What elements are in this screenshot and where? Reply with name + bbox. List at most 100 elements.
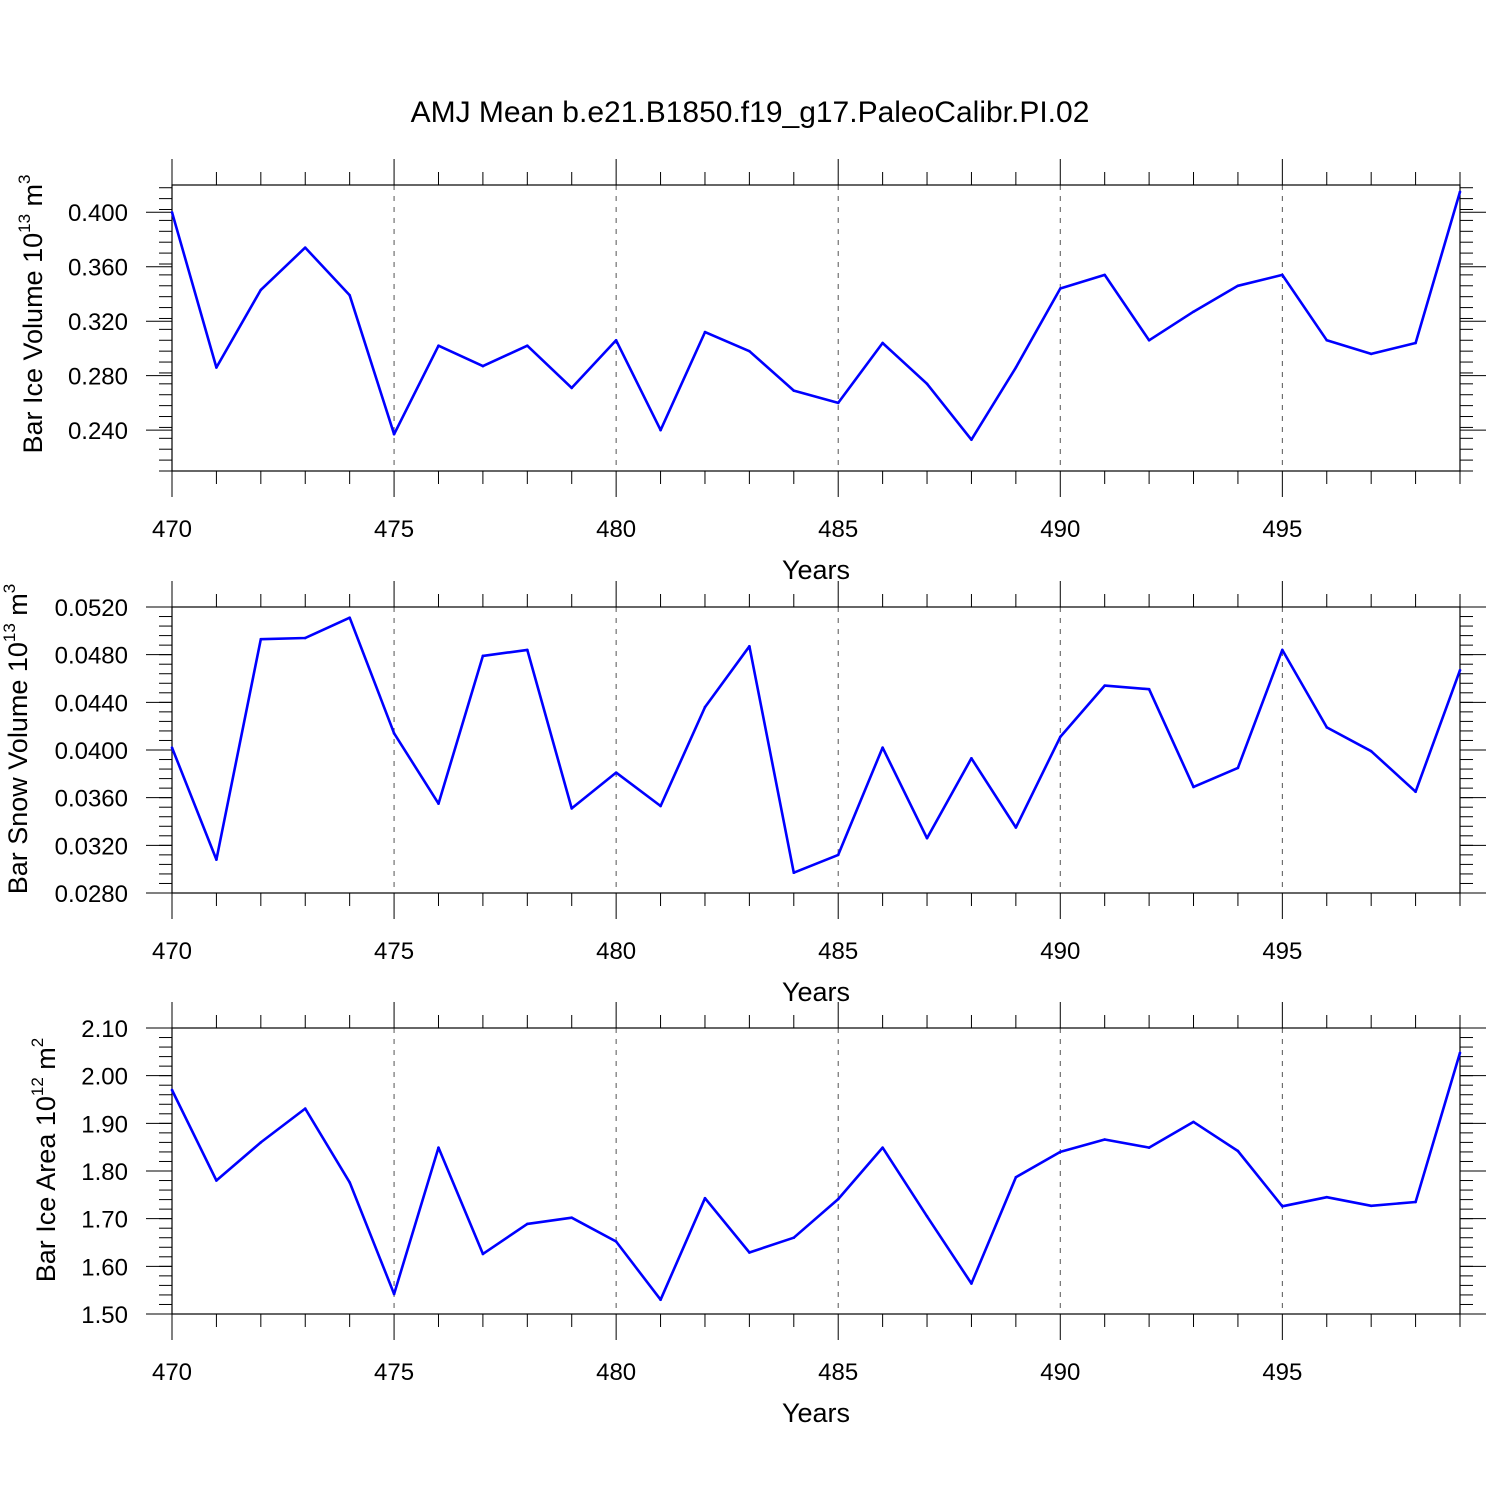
- data-point-473: [303, 636, 307, 640]
- data-point-499: [1458, 668, 1462, 672]
- x-tick-label: 480: [596, 1359, 636, 1386]
- x-axis-title: Years: [782, 977, 850, 1007]
- data-point-486: [881, 746, 884, 749]
- x-tick-label: 470: [152, 516, 192, 543]
- data-point-483: [748, 645, 751, 648]
- data-point-480: [614, 1240, 618, 1243]
- data-point-472: [259, 1141, 263, 1144]
- data-point-482: [703, 1196, 707, 1200]
- chart-panel-2: 470 475 480 485 490 495 Years 0.0280 0.0320 0.036…: [0, 581, 1486, 1007]
- data-point-472: [259, 288, 263, 292]
- data-point-482: [703, 705, 707, 709]
- data-point-482: [703, 330, 707, 334]
- data-point-477: [481, 654, 485, 658]
- y-tick-label: 0.0280: [55, 881, 128, 908]
- data-point-477: [481, 364, 485, 368]
- data-point-498: [1414, 341, 1417, 345]
- y-tick-label: 0.400: [68, 200, 128, 227]
- data-point-478: [526, 1222, 529, 1226]
- data-point-497: [1369, 1204, 1373, 1208]
- data-point-486: [881, 1146, 884, 1149]
- data-point-491: [1103, 684, 1106, 687]
- data-point-478: [526, 344, 529, 348]
- plot-frame: [171, 606, 1461, 894]
- y-tick-label: 2.10: [81, 1016, 128, 1043]
- data-point-486: [881, 341, 884, 345]
- y-tick-label: 1.70: [81, 1207, 128, 1234]
- y-axis-title: Bar Snow Volume 1013 m3: [0, 584, 33, 895]
- data-point-481: [659, 428, 662, 432]
- data-point-475: [392, 432, 396, 436]
- x-tick-label: 475: [374, 516, 414, 543]
- data-point-474: [348, 616, 351, 620]
- data-point-474: [348, 1181, 351, 1184]
- y-axis-title-unit: m: [18, 184, 48, 214]
- y-tick-label: 1.50: [81, 1302, 128, 1329]
- data-point-499: [1458, 190, 1462, 194]
- data-point-497: [1369, 352, 1373, 356]
- y-tick-label: 0.320: [68, 309, 128, 336]
- data-point-488: [970, 438, 973, 441]
- data-point-489: [1014, 826, 1018, 829]
- data-point-481: [659, 1298, 662, 1301]
- data-point-483: [748, 1251, 751, 1254]
- data-point-493: [1192, 310, 1195, 313]
- y-tick-label: 0.240: [68, 418, 128, 445]
- data-point-494: [1236, 1149, 1240, 1153]
- x-tick-label: 480: [596, 938, 636, 965]
- data-point-471: [215, 1179, 218, 1182]
- x-tick-label: 470: [152, 1359, 192, 1386]
- plot-frame: [171, 184, 1461, 472]
- y-tick-label: 0.0400: [55, 738, 128, 765]
- y-tick-label: 1.80: [81, 1159, 128, 1186]
- data-point-481: [659, 804, 662, 808]
- data-point-487: [925, 836, 929, 840]
- data-point-470: [170, 210, 174, 214]
- data-point-495: [1281, 648, 1284, 652]
- x-tick-label: 490: [1040, 1359, 1080, 1386]
- series-line: [170, 191, 1462, 442]
- data-point-479: [570, 807, 574, 810]
- y-axis-title: Bar Ice Volume 1013 m3: [15, 174, 48, 453]
- data-point-471: [215, 366, 218, 369]
- y-axis-title-exponent: 13: [0, 623, 19, 642]
- x-tick-label: 475: [374, 938, 414, 965]
- data-point-484: [792, 389, 796, 392]
- data-point-471: [215, 858, 218, 861]
- series-line: [170, 1052, 1462, 1301]
- x-axis-title: Years: [782, 555, 850, 585]
- data-point-493: [1192, 1120, 1195, 1124]
- y-tick-label: 0.280: [68, 364, 128, 391]
- x-axis-title: Years: [782, 1398, 850, 1428]
- x-tick-label: 490: [1040, 938, 1080, 965]
- y-axis-title-unit-exponent: 3: [15, 174, 34, 183]
- chart-panel-1: 470 475 480 485 490 495 Years 0.240 0.280 0.320 0.…: [15, 159, 1486, 585]
- y-tick-label: 0.0520: [55, 595, 128, 622]
- data-point-498: [1414, 790, 1417, 794]
- plot-frame: [171, 1027, 1461, 1315]
- data-point-492: [1147, 1146, 1151, 1149]
- x-tick-label: 485: [818, 1359, 858, 1386]
- data-point-489: [1014, 366, 1018, 369]
- chart-panel-3: 470 475 480 485 490 495 Years 1.50 1.60 1.70 1.80 1…: [28, 1002, 1486, 1428]
- data-point-485: [836, 401, 840, 405]
- data-point-475: [392, 1292, 396, 1296]
- data-point-483: [748, 349, 751, 353]
- chart-panels: 470 475 480 485 490 495 Years 0.240 0.280 0.320 0.…: [0, 159, 1486, 1428]
- y-axis-title-main: Bar Snow Volume 10: [3, 642, 33, 894]
- data-point-470: [170, 746, 174, 749]
- data-point-490: [1058, 1150, 1062, 1154]
- x-tick-label: 485: [818, 938, 858, 965]
- x-tick-label: 475: [374, 1359, 414, 1386]
- y-tick-label: 0.0480: [55, 643, 128, 670]
- x-tick-label: 485: [818, 516, 858, 543]
- x-tick-label: 470: [152, 938, 192, 965]
- data-point-474: [348, 294, 351, 297]
- x-tick-label: 480: [596, 516, 636, 543]
- y-tick-label: 0.360: [68, 255, 128, 282]
- y-axis-title-main: Bar Ice Volume 10: [18, 233, 48, 454]
- data-point-495: [1281, 1204, 1284, 1208]
- data-point-479: [570, 1216, 574, 1220]
- x-tick-label: 495: [1262, 516, 1302, 543]
